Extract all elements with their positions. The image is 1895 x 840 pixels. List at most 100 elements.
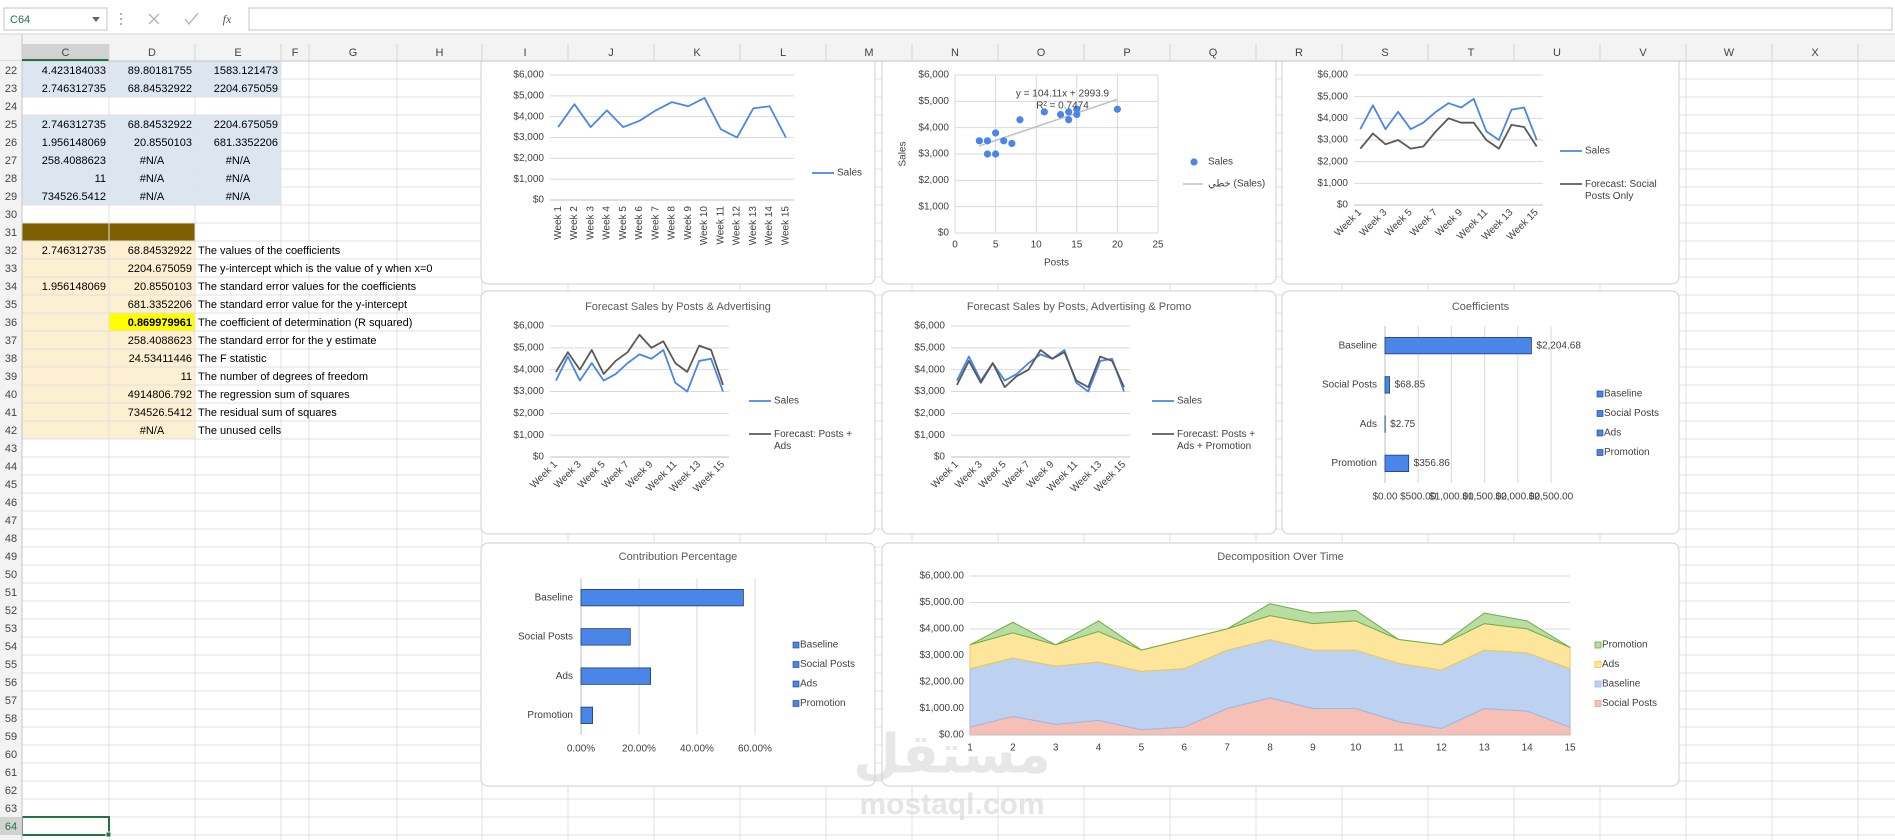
row-number[interactable]: 42: [5, 425, 17, 437]
cell-text[interactable]: 68.84532922: [128, 119, 192, 131]
column-header[interactable]: N: [951, 47, 959, 59]
row-number[interactable]: 49: [5, 551, 17, 563]
row-number[interactable]: 22: [5, 65, 17, 77]
row-number[interactable]: 25: [5, 119, 17, 131]
cell-text[interactable]: 2204.675059: [128, 263, 192, 275]
column-header[interactable]: O: [1037, 47, 1046, 59]
row-number[interactable]: 50: [5, 569, 17, 581]
row-number[interactable]: 27: [5, 155, 17, 167]
cell-text[interactable]: 2204.675059: [214, 119, 278, 131]
cell-text[interactable]: 681.3352206: [128, 299, 192, 311]
row-number[interactable]: 35: [5, 299, 17, 311]
column-header[interactable]: E: [234, 47, 241, 59]
row-number[interactable]: 51: [5, 587, 17, 599]
name-box-dropdown[interactable]: [92, 17, 100, 22]
column-header[interactable]: T: [1468, 47, 1475, 59]
row-number[interactable]: 31: [5, 227, 17, 239]
row-number[interactable]: 52: [5, 605, 17, 617]
column-header[interactable]: Q: [1209, 47, 1218, 59]
row-number[interactable]: 41: [5, 407, 17, 419]
row-number[interactable]: 63: [5, 803, 17, 815]
cell-text[interactable]: 2.746312735: [42, 83, 106, 95]
column-header[interactable]: H: [436, 47, 444, 59]
row-number[interactable]: 47: [5, 515, 17, 527]
column-header[interactable]: M: [864, 47, 873, 59]
row-number[interactable]: 54: [5, 641, 17, 653]
cancel-icon[interactable]: [148, 13, 160, 25]
column-header[interactable]: G: [349, 47, 358, 59]
row-number[interactable]: 29: [5, 191, 17, 203]
cell-text[interactable]: 258.4088623: [42, 155, 106, 167]
row-number[interactable]: 38: [5, 353, 17, 365]
cell-text[interactable]: The standard error values for the coeffi…: [198, 281, 417, 293]
cell-text[interactable]: The y-intercept which is the value of y …: [198, 263, 432, 275]
name-box-text[interactable]: C64: [10, 14, 30, 26]
cell-text[interactable]: 68.84532922: [128, 245, 192, 257]
column-header[interactable]: L: [780, 47, 786, 59]
row-number[interactable]: 30: [5, 209, 17, 221]
row-number[interactable]: 33: [5, 263, 17, 275]
cell-text[interactable]: 2.746312735: [42, 245, 106, 257]
formula-input[interactable]: [248, 7, 1893, 31]
cell-text[interactable]: 734526.5412: [128, 407, 192, 419]
column-header[interactable]: S: [1381, 47, 1388, 59]
row-number[interactable]: 59: [5, 731, 17, 743]
cell-text[interactable]: #N/A: [140, 173, 165, 185]
row-number[interactable]: 43: [5, 443, 17, 455]
row-number[interactable]: 62: [5, 785, 17, 797]
chart-frame[interactable]: [881, 290, 1277, 535]
cell-text[interactable]: 2.746312735: [42, 119, 106, 131]
cell-text[interactable]: The standard error value for the y-inter…: [198, 299, 407, 311]
cell-text[interactable]: 4914806.792: [128, 389, 192, 401]
cell-text[interactable]: The residual sum of squares: [198, 407, 337, 419]
column-header[interactable]: I: [523, 47, 526, 59]
cell-text[interactable]: The F statistic: [198, 353, 267, 365]
cell-text[interactable]: #N/A: [140, 155, 165, 167]
row-number[interactable]: 26: [5, 137, 17, 149]
chart-frame[interactable]: [480, 542, 876, 787]
cell-text[interactable]: 681.3352206: [214, 137, 278, 149]
column-header[interactable]: J: [608, 47, 614, 59]
column-header[interactable]: K: [693, 47, 701, 59]
cell-text[interactable]: 258.4088623: [128, 335, 192, 347]
row-number[interactable]: 48: [5, 533, 17, 545]
column-header[interactable]: U: [1553, 47, 1561, 59]
row-number[interactable]: 28: [5, 173, 17, 185]
cell-text[interactable]: #N/A: [226, 191, 251, 203]
cell-text[interactable]: 89.80181755: [128, 65, 192, 77]
cell-text[interactable]: #N/A: [226, 155, 251, 167]
column-header[interactable]: X: [1811, 47, 1819, 59]
cell-text[interactable]: The standard error for the y estimate: [198, 335, 377, 347]
row-number[interactable]: 24: [5, 101, 17, 113]
cell-text[interactable]: 11: [95, 173, 106, 185]
column-header[interactable]: P: [1123, 47, 1130, 59]
row-number[interactable]: 32: [5, 245, 17, 257]
row-number[interactable]: 44: [5, 461, 17, 473]
cell-text[interactable]: 11: [181, 371, 192, 383]
insert-function-icon[interactable]: fx: [223, 12, 232, 26]
row-number[interactable]: 40: [5, 389, 17, 401]
column-header[interactable]: R: [1295, 47, 1303, 59]
cell-text[interactable]: 24.53411446: [129, 353, 192, 365]
name-box[interactable]: [3, 7, 108, 31]
row-number[interactable]: 57: [5, 695, 17, 707]
chart-frame[interactable]: [480, 290, 876, 535]
cell-text[interactable]: 1.956148069: [42, 281, 106, 293]
chart-frame[interactable]: [1281, 290, 1680, 535]
cell-text[interactable]: The values of the coefficients: [198, 245, 341, 257]
cell-text[interactable]: 20.8550103: [134, 137, 192, 149]
row-number[interactable]: 56: [5, 677, 17, 689]
row-number[interactable]: 55: [5, 659, 17, 671]
cell-text[interactable]: 2204.675059: [214, 83, 278, 95]
column-header[interactable]: W: [1724, 47, 1735, 59]
row-number[interactable]: 60: [5, 749, 17, 761]
column-header[interactable]: C: [62, 47, 70, 59]
row-number[interactable]: 64: [5, 821, 17, 833]
cell-text[interactable]: 20.8550103: [134, 281, 192, 293]
column-header[interactable]: F: [292, 47, 299, 59]
column-header[interactable]: V: [1639, 47, 1647, 59]
cell-text[interactable]: #N/A: [140, 425, 165, 437]
cell-text[interactable]: 734526.5412: [42, 191, 106, 203]
cell-text[interactable]: The regression sum of squares: [198, 389, 350, 401]
cell-text[interactable]: The unused cells: [198, 425, 282, 437]
